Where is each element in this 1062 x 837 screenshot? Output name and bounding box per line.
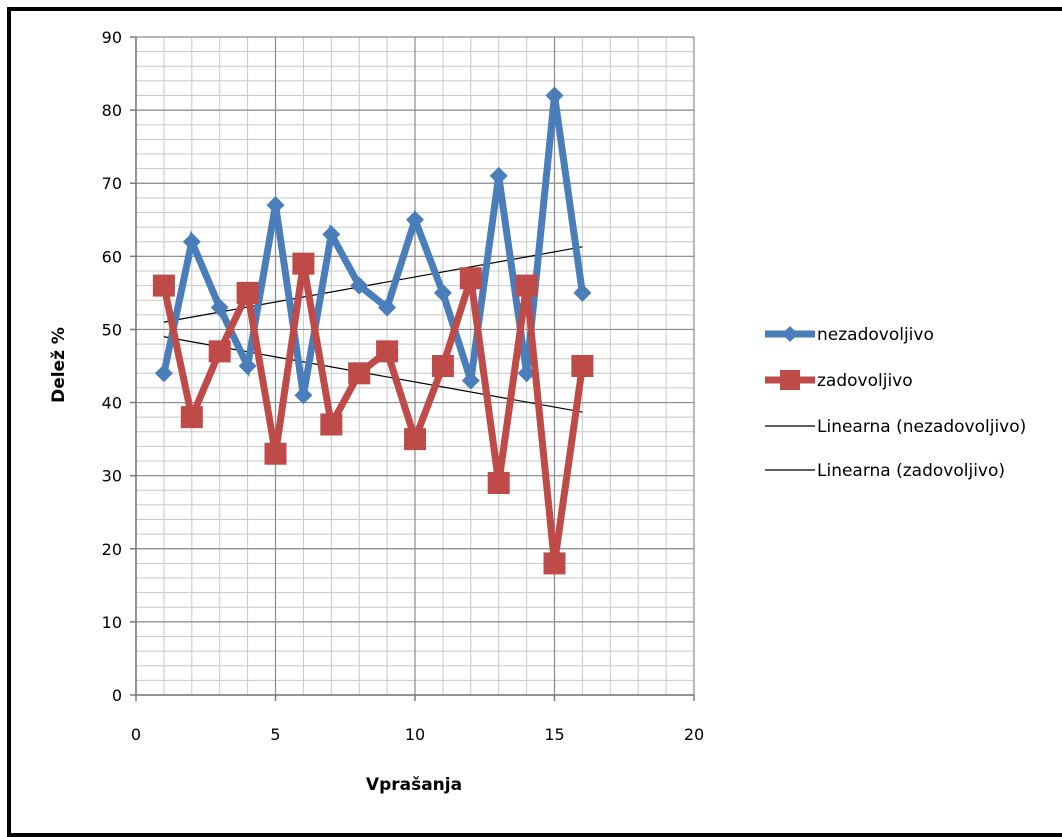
x-tick-label: 0 [131,725,141,744]
data-point-marker [182,232,201,251]
data-point-marker [545,86,564,105]
data-point-marker [154,364,173,383]
series-line [160,263,586,564]
data-point-marker [348,362,371,385]
y-tick-label: 0 [112,686,122,705]
data-point-marker [238,357,257,375]
data-point-marker [180,406,203,429]
data-point-marker [322,225,341,244]
grid [135,36,695,696]
data-point-marker [433,283,452,302]
data-point-marker [266,196,285,215]
data-point-marker [459,267,482,290]
y-axis-title: Delež % [49,327,69,403]
data-point-marker [152,274,175,297]
data-point-marker [210,298,229,317]
y-tick-label: 30 [102,467,122,486]
data-point-marker [571,355,594,377]
data-point-marker [376,340,399,363]
series-line [160,94,586,396]
legend-label: Linearna (nezadovoljivo) [817,417,1026,437]
legend-marker [782,326,798,342]
data-point-marker [208,340,231,363]
data-point-marker [515,274,538,297]
data-point-marker [406,210,424,229]
data-point-marker [350,276,369,295]
x-tick-label: 15 [544,725,564,744]
x-tick-label: 5 [270,725,280,744]
data-point-marker [431,355,454,377]
data-point-marker [320,413,343,436]
legend-marker [780,370,800,390]
data-point-marker [292,252,315,275]
data-point-marker [404,428,426,451]
data-point-marker [294,386,313,405]
axes [130,36,695,701]
y-tick-label: 10 [102,613,122,632]
legend-label: Linearna (zadovoljivo) [817,461,1005,481]
data-point-marker [461,371,480,390]
y-tick-label: 20 [102,540,122,559]
data-point-marker [487,471,510,494]
x-tick-label: 20 [684,725,704,744]
series [152,86,594,575]
legend: nezadovoljivo zadovoljivo Linearna (nezado… [765,325,1026,481]
data-point-marker [573,283,592,302]
y-tick-label: 80 [102,101,122,120]
tick-labels: 0 10 20 30 40 50 60 70 80 90 0 5 10 15 20 [102,28,705,744]
data-point-marker [517,364,536,383]
data-point-marker [543,552,566,575]
data-point-marker [378,298,397,317]
y-tick-label: 50 [102,320,122,339]
x-axis-title: Vprašanja [366,775,462,795]
legend-label: nezadovoljivo [817,325,934,345]
data-point-marker [264,442,287,465]
data-point-marker [236,281,259,304]
y-tick-label: 60 [102,247,122,266]
y-tick-label: 90 [102,28,122,47]
y-tick-label: 40 [102,394,122,413]
legend-label: zadovoljivo [817,371,913,391]
data-point-marker [489,166,508,185]
y-tick-label: 70 [102,174,122,193]
x-tick-label: 10 [405,725,425,744]
